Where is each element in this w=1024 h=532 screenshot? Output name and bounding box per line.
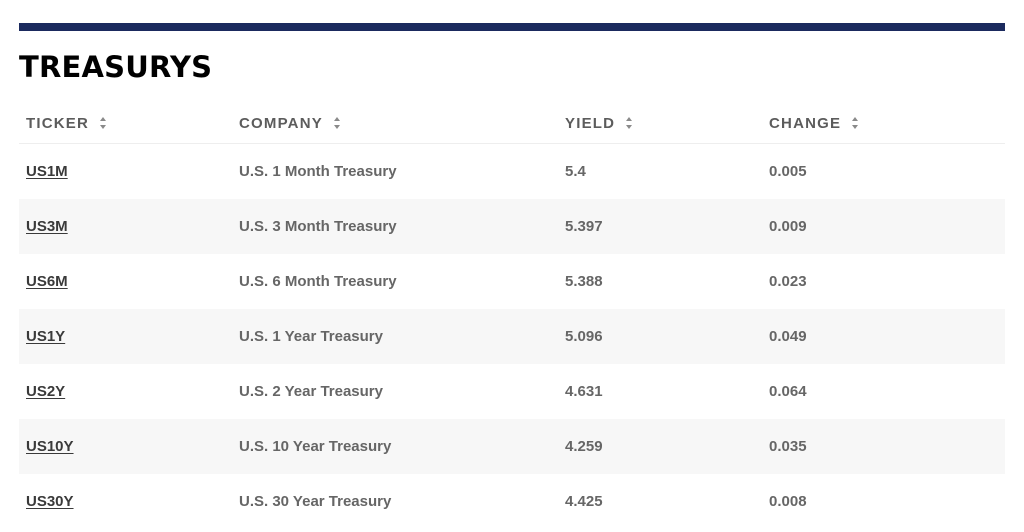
section-top-rule	[19, 23, 1005, 31]
column-header-label: CHANGE	[769, 114, 842, 132]
table-row: US1M U.S. 1 Month Treasury 5.4 0.005	[19, 144, 1005, 199]
company-cell: U.S. 3 Month Treasury	[239, 218, 397, 235]
change-cell: 0.064	[769, 383, 807, 400]
column-header-label: COMPANY	[239, 114, 323, 132]
company-cell: U.S. 1 Month Treasury	[239, 163, 397, 180]
yield-cell: 5.4	[565, 163, 586, 180]
treasurys-section: TREASURYS TICKER COMPANY YIELD	[19, 23, 1005, 529]
table-row: US1Y U.S. 1 Year Treasury 5.096 0.049	[19, 309, 1005, 364]
column-header-ticker[interactable]: TICKER	[19, 115, 239, 132]
change-cell: 0.049	[769, 328, 807, 345]
sort-updown-icon	[99, 116, 107, 130]
table-header-row: TICKER COMPANY YIELD CHANGE	[19, 103, 1005, 144]
change-cell: 0.005	[769, 163, 807, 180]
column-header-company[interactable]: COMPANY	[239, 115, 565, 132]
yield-cell: 4.631	[565, 383, 603, 400]
sort-updown-icon	[851, 116, 859, 130]
ticker-link[interactable]: US1Y	[26, 327, 66, 345]
ticker-link[interactable]: US3M	[26, 217, 68, 235]
yield-cell: 5.096	[565, 328, 603, 345]
table-row: US6M U.S. 6 Month Treasury 5.388 0.023	[19, 254, 1005, 309]
section-title: TREASURYS	[19, 50, 213, 84]
ticker-link[interactable]: US10Y	[26, 437, 74, 455]
column-header-change[interactable]: CHANGE	[769, 115, 1005, 132]
company-cell: U.S. 2 Year Treasury	[239, 383, 383, 400]
company-cell: U.S. 30 Year Treasury	[239, 493, 392, 510]
ticker-link[interactable]: US6M	[26, 272, 68, 290]
column-header-label: YIELD	[565, 114, 616, 132]
column-header-label: TICKER	[26, 114, 90, 132]
ticker-link[interactable]: US2Y	[26, 382, 66, 400]
ticker-link[interactable]: US1M	[26, 162, 68, 180]
column-header-yield[interactable]: YIELD	[565, 115, 769, 132]
table-row: US2Y U.S. 2 Year Treasury 4.631 0.064	[19, 364, 1005, 419]
ticker-link[interactable]: US30Y	[26, 492, 74, 510]
change-cell: 0.035	[769, 438, 807, 455]
company-cell: U.S. 10 Year Treasury	[239, 438, 392, 455]
treasurys-table: TICKER COMPANY YIELD CHANGE	[19, 103, 1005, 529]
change-cell: 0.023	[769, 273, 807, 290]
yield-cell: 5.388	[565, 273, 603, 290]
sort-updown-icon	[625, 116, 633, 130]
change-cell: 0.008	[769, 493, 807, 510]
yield-cell: 4.259	[565, 438, 603, 455]
yield-cell: 4.425	[565, 493, 603, 510]
company-cell: U.S. 6 Month Treasury	[239, 273, 397, 290]
company-cell: U.S. 1 Year Treasury	[239, 328, 383, 345]
table-row: US3M U.S. 3 Month Treasury 5.397 0.009	[19, 199, 1005, 254]
table-row: US10Y U.S. 10 Year Treasury 4.259 0.035	[19, 419, 1005, 474]
change-cell: 0.009	[769, 218, 807, 235]
table-row: US30Y U.S. 30 Year Treasury 4.425 0.008	[19, 474, 1005, 529]
yield-cell: 5.397	[565, 218, 603, 235]
sort-updown-icon	[333, 116, 341, 130]
